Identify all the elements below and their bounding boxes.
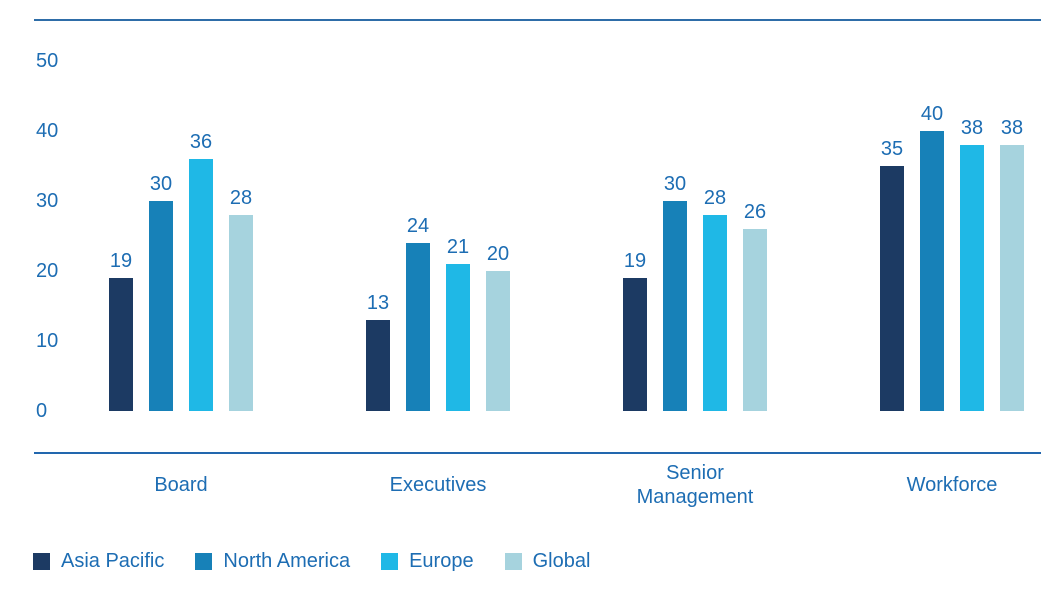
bar-value-label: 30 bbox=[149, 173, 173, 195]
legend-item: Global bbox=[504, 550, 591, 572]
legend-label: Europe bbox=[409, 550, 474, 572]
bar-value-label: 13 bbox=[366, 292, 390, 314]
bar-value-label: 28 bbox=[703, 187, 727, 209]
y-axis-tick-label: 30 bbox=[36, 190, 59, 212]
x-axis-line bbox=[34, 452, 1041, 454]
bar bbox=[743, 229, 767, 411]
legend-label: Asia Pacific bbox=[61, 550, 165, 572]
bar-value-label: 24 bbox=[406, 215, 430, 237]
bar bbox=[189, 159, 213, 411]
bar bbox=[623, 278, 647, 411]
legend-label: North America bbox=[223, 550, 351, 572]
bar bbox=[109, 278, 133, 411]
bar bbox=[880, 166, 904, 411]
bar bbox=[960, 145, 984, 411]
x-axis-category-label: Workforce bbox=[906, 474, 998, 496]
bar bbox=[703, 215, 727, 411]
legend-swatch-icon bbox=[195, 552, 213, 570]
bar bbox=[366, 320, 390, 411]
legend-item: Europe bbox=[381, 550, 474, 572]
legend-item: Asia Pacific bbox=[33, 550, 164, 572]
y-axis-tick-label: 0 bbox=[36, 400, 48, 422]
bar bbox=[149, 201, 173, 411]
x-axis-category-label: Senior Management bbox=[636, 462, 754, 508]
legend-swatch-icon bbox=[381, 552, 399, 570]
bar-value-label: 19 bbox=[623, 250, 647, 272]
y-axis-tick-label: 50 bbox=[36, 50, 59, 72]
legend-label: Global bbox=[532, 550, 591, 572]
bar-value-label: 21 bbox=[446, 236, 470, 258]
bar bbox=[1000, 145, 1024, 411]
bar-value-label: 38 bbox=[1000, 117, 1024, 139]
bar bbox=[229, 215, 253, 411]
bar-value-label: 38 bbox=[960, 117, 984, 139]
x-axis-category-label: Executives bbox=[389, 474, 487, 496]
bar bbox=[406, 243, 430, 411]
bar-value-label: 35 bbox=[880, 138, 904, 160]
legend-swatch-icon bbox=[33, 552, 50, 570]
bar bbox=[920, 131, 944, 411]
top-rule bbox=[34, 19, 1041, 21]
bar-value-label: 28 bbox=[229, 187, 253, 209]
legend: Asia Pacific North America Europe Global bbox=[33, 550, 590, 572]
bar-value-label: 30 bbox=[663, 173, 687, 195]
bar bbox=[486, 271, 510, 411]
legend-swatch-icon bbox=[504, 552, 522, 570]
x-axis-category-label: Board bbox=[154, 474, 208, 496]
bar-value-label: 26 bbox=[743, 201, 767, 223]
y-axis-tick-label: 40 bbox=[36, 120, 59, 142]
bar-value-label: 19 bbox=[109, 250, 133, 272]
y-axis-tick-label: 20 bbox=[36, 260, 59, 282]
bar bbox=[446, 264, 470, 411]
y-axis-tick-label: 10 bbox=[36, 330, 59, 352]
legend-item: North America bbox=[195, 550, 350, 572]
bar-value-label: 40 bbox=[920, 103, 944, 125]
bar-value-label: 20 bbox=[486, 243, 510, 265]
bar-value-label: 36 bbox=[189, 131, 213, 153]
bar bbox=[663, 201, 687, 411]
